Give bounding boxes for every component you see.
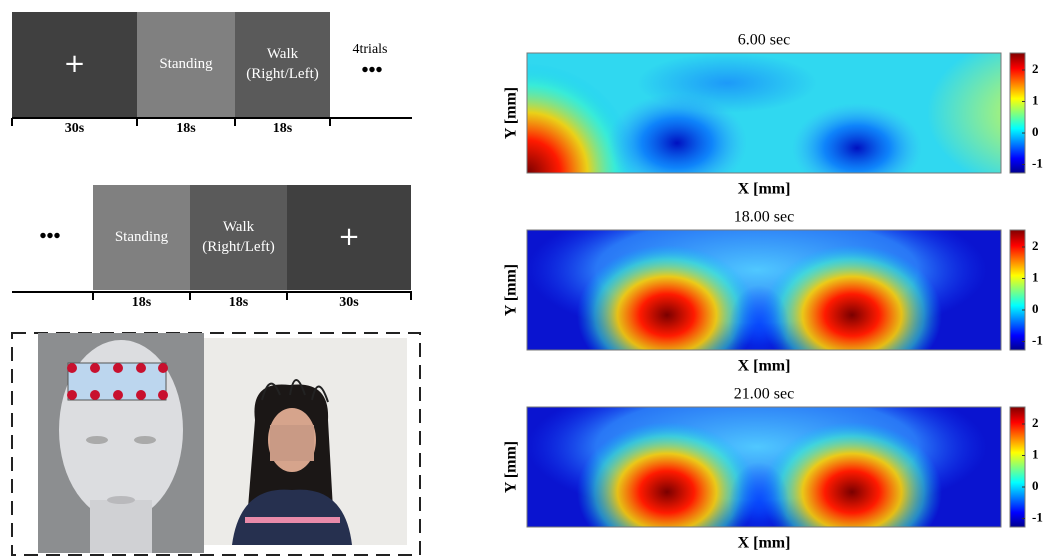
protocol: +30s Standing 18s Walk (Right/Left) 18s 4trial… [12, 12, 412, 310]
trial-block [235, 12, 330, 117]
heatmap-title: 21.00 sec [734, 386, 794, 403]
colorbar-label: 1 [1032, 92, 1039, 107]
colorbar-label: 0 [1032, 301, 1039, 316]
heatmap-title: 6.00 sec [738, 32, 790, 49]
heatmap: 21.00 sec Y [mm] X [mm] 2 1 0 -1 [503, 372, 1043, 560]
colorbar-label: 0 [1032, 124, 1039, 139]
block-label: + [64, 49, 86, 79]
heatmap-title: 18.00 sec [734, 209, 794, 226]
colorbar [1010, 407, 1025, 527]
block-label: (Right/Left) [202, 239, 274, 255]
heat-blob [637, 53, 817, 113]
duration-label: 18s [273, 121, 293, 136]
x-axis-label: X [mm] [738, 181, 791, 198]
x-axis-label: X [mm] [738, 358, 791, 375]
block-label: (Right/Left) [246, 66, 318, 82]
colorbar-label: 1 [1032, 446, 1039, 461]
block-label: Standing [159, 56, 213, 72]
ellipsis: ••• [39, 226, 60, 248]
colorbar [1010, 230, 1025, 350]
head-model [38, 333, 204, 553]
ellipsis: ••• [361, 60, 382, 82]
heat-blob [729, 285, 789, 365]
trial-block [190, 185, 287, 290]
y-axis-label: Y [mm] [503, 264, 520, 316]
duration-label: 18s [229, 295, 249, 310]
colorbar-label: -1 [1032, 509, 1043, 524]
subject-photo [204, 338, 407, 545]
heat-blob [792, 103, 922, 193]
duration-label: 18s [176, 121, 196, 136]
x-axis-label: X [mm] [738, 535, 791, 552]
colorbar-label: 2 [1032, 415, 1039, 430]
duration-label: 30s [65, 121, 85, 136]
colorbar [1010, 53, 1025, 173]
colorbar-label: 2 [1032, 61, 1039, 76]
colorbar-label: 2 [1032, 238, 1039, 253]
heatmaps: 6.00 sec Y [mm] X [mm] 2 1 0 -1 18.00 sec Y [mm]… [417, 32, 1046, 560]
colorbar-label: -1 [1032, 332, 1043, 347]
duration-label: 30s [339, 295, 359, 310]
colorbar-label: 0 [1032, 478, 1039, 493]
colorbar-label: -1 [1032, 155, 1043, 170]
repeat-label: 4trials [353, 42, 388, 57]
heatmap: 18.00 sec Y [mm] X [mm] 2 1 0 -1 [503, 195, 1043, 385]
duration-label: 18s [132, 295, 152, 310]
block-label: Walk [223, 219, 255, 235]
y-axis-label: Y [mm] [503, 87, 520, 139]
figure: +30s Standing 18s Walk (Right/Left) 18s 4trial… [0, 0, 1046, 560]
block-label: Standing [115, 229, 169, 245]
block-label: Walk [267, 46, 299, 62]
y-axis-label: Y [mm] [503, 441, 520, 493]
block-label: + [338, 222, 360, 252]
heat-blob [729, 462, 789, 542]
colorbar-label: 1 [1032, 269, 1039, 284]
heat-blob [577, 422, 757, 560]
